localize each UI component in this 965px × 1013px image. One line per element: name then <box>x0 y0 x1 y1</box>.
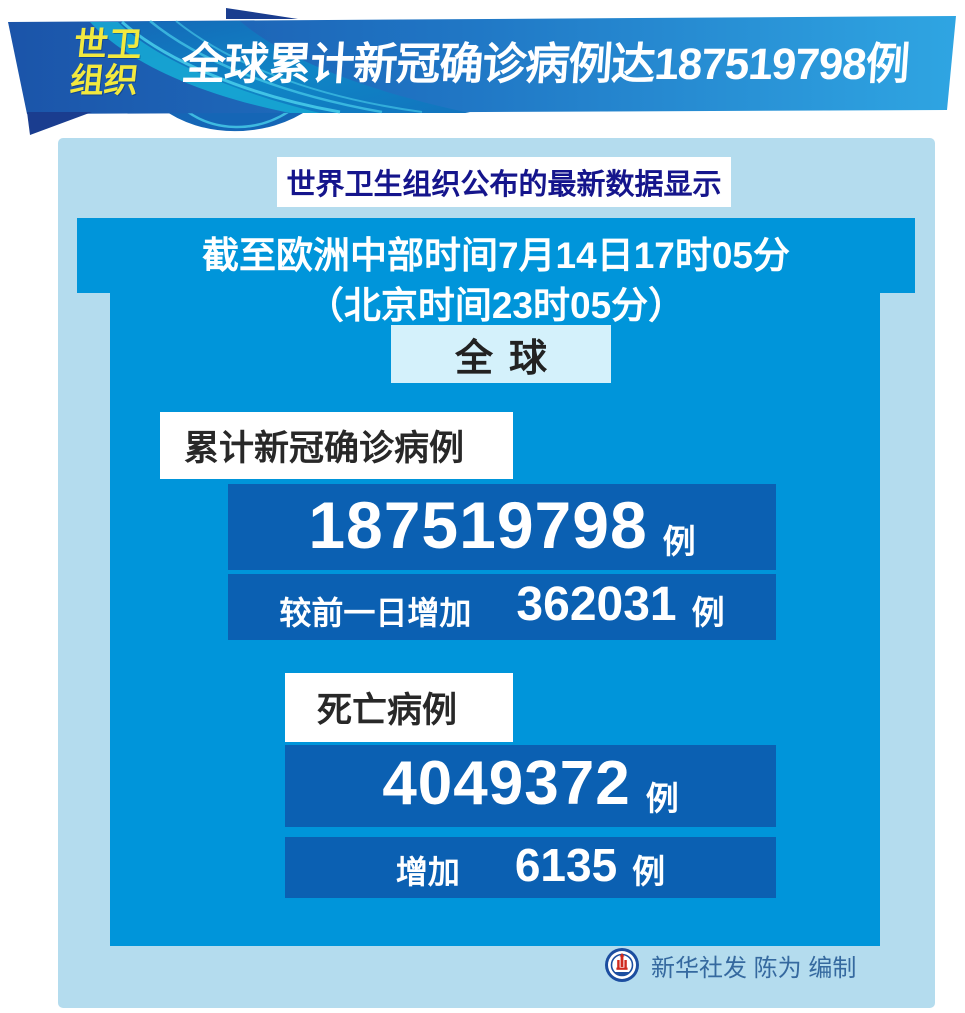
timestamp-line-beijing: （北京时间23时05分） <box>306 285 686 326</box>
death-total-unit: 例 <box>645 780 679 817</box>
intro-text: 世界卫生组织公布的最新数据显示 <box>286 169 722 201</box>
death-change-unit: 例 <box>632 853 666 890</box>
top-fold-triangle <box>226 8 298 19</box>
confirmed-change-box: 较前一日增加 362031 例 <box>228 574 776 640</box>
timestamp-block: 截至欧洲中部时间7月14日17时05分 （北京时间23时05分） <box>77 231 915 331</box>
confirmed-change-value: 362031 <box>516 578 677 631</box>
confirmed-cases-label: 累计新冠确诊病例 <box>160 412 513 479</box>
confirmed-change-unit: 例 <box>691 594 725 631</box>
timestamp-line-cet: 截至欧洲中部时间7月14日17时05分 <box>201 235 791 276</box>
header-ribbon-banner-graphic <box>8 8 956 137</box>
death-change-box: 增加 6135 例 <box>285 837 776 898</box>
confirmed-total-value: 187519798 <box>308 488 648 562</box>
death-total-box: 4049372 例 <box>285 745 776 827</box>
confirmed-total-box: 187519798 例 <box>228 484 776 570</box>
death-cases-label: 死亡病例 <box>285 673 513 742</box>
death-total-value: 4049372 <box>382 749 631 818</box>
death-change-label: 增加 <box>395 854 460 890</box>
blue-panel-top-bar <box>77 218 915 293</box>
death-change-value: 6135 <box>514 839 618 891</box>
left-fold-triangle <box>27 112 92 135</box>
xinhua-logo-icon <box>604 947 640 983</box>
intro-box: 世界卫生组织公布的最新数据显示 <box>277 157 731 207</box>
confirmed-total-unit: 例 <box>662 523 696 560</box>
credit-line: 新华社发 陈为 编制 <box>604 944 856 986</box>
main-title: 全球累计新冠确诊病例达187519798例 <box>179 40 911 89</box>
region-label-box: 全球 <box>391 325 611 383</box>
credit-text: 新华社发 陈为 编制 <box>651 954 857 982</box>
ribbon-tail <box>152 107 320 137</box>
confirmed-change-label: 较前一日增加 <box>279 595 472 631</box>
